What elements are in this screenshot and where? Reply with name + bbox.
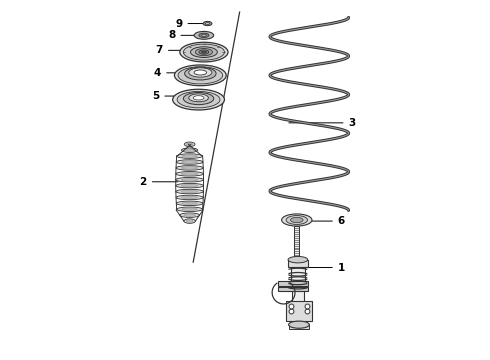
Ellipse shape xyxy=(199,50,209,54)
Ellipse shape xyxy=(184,142,195,147)
Ellipse shape xyxy=(191,47,218,58)
Ellipse shape xyxy=(184,219,196,223)
Bar xyxy=(286,301,312,321)
Ellipse shape xyxy=(176,195,203,200)
Ellipse shape xyxy=(177,154,202,158)
Bar xyxy=(288,260,308,267)
Ellipse shape xyxy=(185,149,195,152)
Ellipse shape xyxy=(181,148,198,152)
Ellipse shape xyxy=(178,67,222,84)
Ellipse shape xyxy=(176,189,203,194)
Ellipse shape xyxy=(205,22,210,24)
Ellipse shape xyxy=(189,68,212,77)
Ellipse shape xyxy=(201,51,206,53)
Ellipse shape xyxy=(180,42,228,62)
Ellipse shape xyxy=(177,91,220,108)
Ellipse shape xyxy=(180,213,199,217)
Bar xyxy=(278,281,308,286)
Ellipse shape xyxy=(194,70,207,75)
Ellipse shape xyxy=(182,161,197,163)
Text: 8: 8 xyxy=(168,30,197,40)
Bar xyxy=(278,287,308,292)
Ellipse shape xyxy=(182,155,197,157)
Ellipse shape xyxy=(185,67,216,80)
Ellipse shape xyxy=(183,93,214,105)
Ellipse shape xyxy=(172,89,224,110)
Text: 3: 3 xyxy=(289,118,356,128)
Ellipse shape xyxy=(181,190,198,193)
Ellipse shape xyxy=(176,183,203,188)
Ellipse shape xyxy=(174,65,226,86)
Ellipse shape xyxy=(177,207,202,212)
Ellipse shape xyxy=(183,44,224,60)
Ellipse shape xyxy=(184,214,196,216)
Ellipse shape xyxy=(186,143,193,145)
Ellipse shape xyxy=(181,167,198,169)
Ellipse shape xyxy=(189,94,208,102)
Ellipse shape xyxy=(176,172,203,176)
Ellipse shape xyxy=(176,160,203,164)
Ellipse shape xyxy=(282,214,312,226)
Ellipse shape xyxy=(289,321,309,328)
Ellipse shape xyxy=(203,21,212,26)
Ellipse shape xyxy=(194,31,214,39)
Text: 9: 9 xyxy=(175,18,205,28)
Ellipse shape xyxy=(199,33,209,37)
Bar xyxy=(294,226,299,264)
Text: 7: 7 xyxy=(156,45,185,55)
Ellipse shape xyxy=(181,184,198,187)
Bar xyxy=(292,287,304,314)
Ellipse shape xyxy=(181,179,198,181)
Bar xyxy=(291,267,305,291)
Ellipse shape xyxy=(288,256,308,263)
Ellipse shape xyxy=(182,208,197,211)
Ellipse shape xyxy=(202,34,206,36)
Ellipse shape xyxy=(182,202,197,204)
Ellipse shape xyxy=(176,201,203,206)
Bar xyxy=(289,324,309,329)
Ellipse shape xyxy=(186,220,193,222)
Ellipse shape xyxy=(196,49,213,56)
Text: 4: 4 xyxy=(154,68,183,78)
Text: 6: 6 xyxy=(299,216,345,226)
Ellipse shape xyxy=(176,177,203,182)
Ellipse shape xyxy=(176,166,203,170)
Ellipse shape xyxy=(286,216,308,225)
Text: 1: 1 xyxy=(296,262,345,273)
Ellipse shape xyxy=(193,96,204,100)
Text: 5: 5 xyxy=(152,91,181,101)
Ellipse shape xyxy=(181,196,198,199)
Ellipse shape xyxy=(181,172,198,175)
Ellipse shape xyxy=(291,217,303,223)
Text: 2: 2 xyxy=(140,177,178,187)
